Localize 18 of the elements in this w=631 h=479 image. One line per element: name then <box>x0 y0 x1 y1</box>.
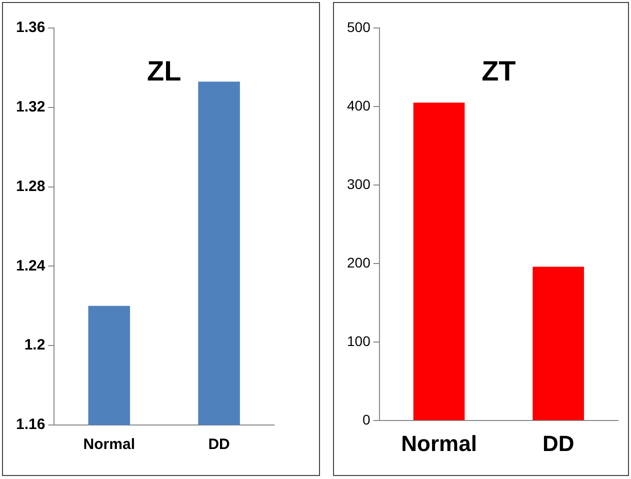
y-tick-label: 1.2 <box>24 336 46 354</box>
x-tick-label: Normal <box>401 430 477 456</box>
text: ZL <box>146 56 182 87</box>
y-tick-label: 400 <box>347 97 371 114</box>
x-tick-label: DD <box>208 436 230 454</box>
y-tick-label: 0 <box>362 411 371 428</box>
x-tick-label: Normal <box>83 436 135 454</box>
y-tick-label: 1.16 <box>16 416 46 434</box>
y-tick-label: 1.32 <box>16 98 46 116</box>
y-tick-label: 1.36 <box>16 19 46 36</box>
y-tick-label: 300 <box>347 176 371 192</box>
y-tick-label: 1.24 <box>16 257 46 274</box>
text: ZT <box>482 56 516 87</box>
y-tick-label: 100 <box>347 332 371 349</box>
y-tick-label: 1.28 <box>16 178 46 195</box>
x-tick-label: DD <box>542 430 574 456</box>
y-tick-label: 500 <box>347 18 371 35</box>
y-tick-label: 200 <box>347 254 371 270</box>
